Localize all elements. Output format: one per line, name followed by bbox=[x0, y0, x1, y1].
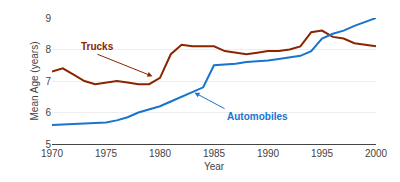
svg-text:9: 9 bbox=[45, 13, 51, 24]
svg-text:1985: 1985 bbox=[203, 148, 226, 159]
svg-text:1975: 1975 bbox=[95, 148, 118, 159]
svg-text:6: 6 bbox=[45, 107, 51, 118]
svg-text:Automobiles: Automobiles bbox=[227, 111, 288, 122]
svg-text:1995: 1995 bbox=[311, 148, 334, 159]
svg-text:Mean Age (years): Mean Age (years) bbox=[29, 42, 40, 121]
svg-text:2000: 2000 bbox=[365, 148, 388, 159]
svg-text:5: 5 bbox=[45, 139, 51, 150]
svg-text:1980: 1980 bbox=[149, 148, 172, 159]
svg-text:7: 7 bbox=[45, 76, 51, 87]
svg-text:Trucks: Trucks bbox=[81, 41, 114, 52]
svg-text:8: 8 bbox=[45, 44, 51, 55]
svg-text:1990: 1990 bbox=[257, 148, 280, 159]
svg-text:Year: Year bbox=[204, 161, 225, 172]
svg-text:1970: 1970 bbox=[41, 148, 64, 159]
